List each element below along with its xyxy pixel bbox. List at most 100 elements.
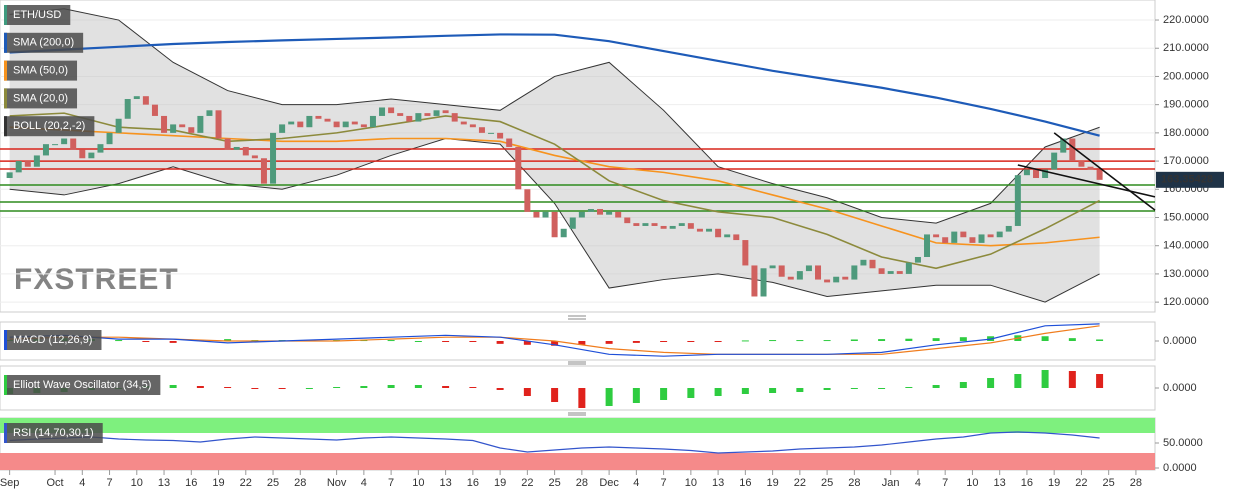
candle (569, 217, 576, 229)
histogram-bar (959, 337, 967, 341)
histogram-bar (905, 338, 913, 341)
histogram-bar (115, 340, 123, 342)
legend-swatch (4, 88, 7, 109)
x-tick-label: 16 (467, 477, 479, 489)
price-tag-label: 163.35428 (1161, 174, 1213, 186)
x-tick-label: 10 (966, 477, 978, 489)
candle (924, 234, 931, 257)
candle (1051, 152, 1058, 170)
candle (724, 234, 731, 238)
candle (124, 99, 131, 119)
sma-line (9, 112, 1100, 270)
legend-swatch (4, 32, 7, 53)
histogram-bar (387, 340, 395, 342)
x-tick-label: 22 (794, 477, 806, 489)
histogram-bar (523, 341, 531, 345)
candle (651, 223, 658, 226)
candle (669, 225, 676, 229)
histogram-bar (1041, 336, 1049, 341)
candle (442, 110, 449, 114)
x-tick-label: Nov (327, 477, 347, 489)
candle (1078, 161, 1085, 167)
candle (242, 146, 249, 156)
y-tick-label: 0.0000 (1163, 382, 1197, 394)
candle (524, 189, 531, 212)
histogram-bar (687, 388, 695, 398)
x-tick-label: 7 (942, 477, 948, 489)
candle (79, 149, 86, 159)
candle (551, 211, 558, 238)
candle (624, 217, 631, 224)
histogram-bar (469, 387, 477, 388)
candle (179, 124, 186, 128)
legend-box (4, 375, 161, 395)
candle (633, 223, 640, 226)
candle (360, 124, 367, 128)
y-tick-label: 200.0000 (1163, 70, 1209, 82)
histogram-bar (823, 388, 831, 390)
overbought-zone (0, 418, 1155, 433)
x-tick-label: 13 (439, 477, 451, 489)
candle (206, 110, 213, 116)
x-tick-label: 28 (1130, 477, 1142, 489)
legend-item: ETH/USD (4, 5, 71, 25)
histogram-bar (741, 340, 749, 342)
candle (233, 146, 240, 150)
macd-line (9, 323, 1100, 357)
candle (115, 118, 122, 133)
histogram-bar (660, 388, 668, 400)
candle (851, 265, 858, 280)
candle (642, 223, 649, 226)
histogram-bar (496, 341, 504, 344)
legend-swatch (4, 375, 7, 395)
x-tick-label: 13 (994, 477, 1006, 489)
x-tick-label: 22 (521, 477, 533, 489)
x-tick-label: 4 (361, 477, 367, 489)
candle (142, 96, 149, 105)
candle (106, 132, 113, 145)
candle (796, 271, 803, 280)
legend-swatch (4, 423, 7, 443)
x-tick-label: 13 (712, 477, 724, 489)
legend-item: SMA (50,0) (4, 60, 78, 81)
candle (733, 234, 740, 241)
candle (6, 172, 13, 179)
candle (678, 223, 685, 226)
x-tick-label: Sep (0, 477, 19, 489)
histogram-bar (850, 339, 858, 341)
histogram-bar (932, 338, 940, 341)
legend-swatch (4, 116, 7, 137)
candle (878, 268, 885, 274)
histogram-bar (905, 387, 913, 388)
legend-box (4, 88, 78, 109)
candle (715, 228, 722, 238)
candle (215, 110, 222, 139)
histogram-bar (224, 339, 232, 341)
histogram-bar (632, 341, 640, 343)
candle (506, 138, 513, 147)
legend-box (4, 423, 103, 443)
candle (696, 228, 703, 232)
candle (424, 113, 431, 116)
legend-label: RSI (14,70,30,1) (13, 427, 94, 439)
histogram-bar (305, 388, 313, 389)
candle (824, 279, 831, 283)
candle (433, 110, 440, 116)
histogram-bar (714, 341, 722, 342)
candle (778, 265, 785, 277)
candle (1069, 138, 1076, 162)
y-tick-label: 140.0000 (1163, 240, 1209, 252)
candle (969, 237, 976, 243)
candle (324, 118, 331, 122)
x-tick-label: 10 (131, 477, 143, 489)
histogram-bar (1096, 339, 1104, 341)
candle (1005, 225, 1012, 232)
candle (333, 121, 340, 128)
candle (279, 124, 286, 133)
candle (133, 96, 140, 100)
candle (388, 107, 395, 114)
candle (1060, 138, 1067, 153)
y-tick-label: 180.0000 (1163, 127, 1209, 139)
candle (960, 231, 967, 238)
